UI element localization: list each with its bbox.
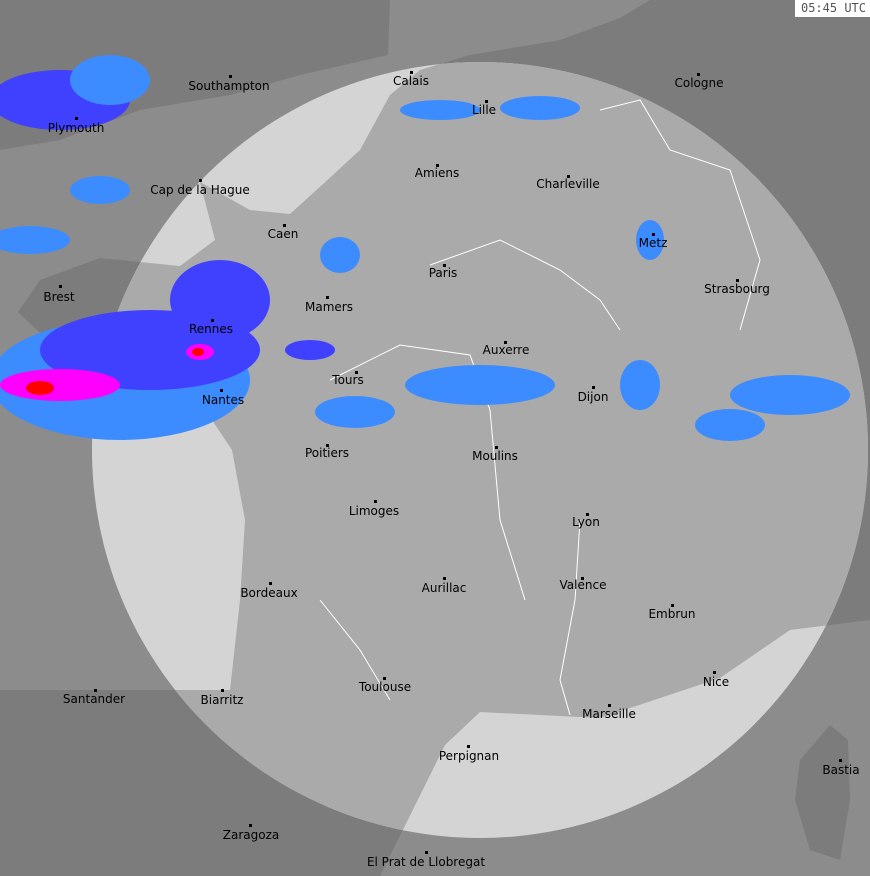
city-label: Lille [471,103,497,117]
city-label: Nantes [201,393,245,407]
city-dot [283,224,286,227]
city-dot [199,179,202,182]
city-dot [94,689,97,692]
city-dot [592,386,595,389]
city-dot [495,446,498,449]
city-label: El Prat de Llobregat [366,855,486,869]
city-label: Aurillac [421,581,467,595]
city-dot [374,500,377,503]
city-label: Dijon [577,390,609,404]
city-label: Santander [62,692,126,706]
city-dot [652,233,655,236]
city-dot [504,341,507,344]
city-label: Amiens [414,166,460,180]
city-dot [249,824,252,827]
city-dot [436,164,439,167]
city-dot [383,677,386,680]
city-dot [220,389,223,392]
city-dot [443,577,446,580]
city-dot [229,75,232,78]
city-label: Zaragoza [222,828,280,842]
city-label: Auxerre [482,343,530,357]
city-dot [697,73,700,76]
city-label: Bordeaux [240,586,298,600]
city-label: Toulouse [358,680,412,694]
city-label: Paris [428,266,458,280]
city-label: Cap de la Hague [150,183,250,197]
timestamp: 05:45 UTC [794,0,870,17]
city-dot [567,175,570,178]
city-dot [713,671,716,674]
city-label: Bastia [822,763,860,777]
city-dot [671,604,674,607]
city-dot [485,100,488,103]
city-dot [443,264,446,267]
city-dot [608,704,611,707]
city-label: Plymouth [47,121,105,135]
city-label: Strasbourg [704,282,770,296]
city-label: Marseille [582,707,636,721]
city-label: Nice [702,675,730,689]
city-label: Metz [638,236,668,250]
city-label: Mamers [305,300,353,314]
precipitation [0,55,850,441]
city-dot [736,279,739,282]
city-label: Perpignan [438,749,500,763]
city-dot [581,577,584,580]
city-label: Caen [267,227,299,241]
city-label: Rennes [188,322,234,336]
city-dot [211,319,214,322]
city-dot [221,689,224,692]
city-dot [326,296,329,299]
city-label: Lyon [572,515,600,529]
city-dot [586,513,589,516]
city-label: Limoges [348,504,400,518]
city-dot [467,745,470,748]
city-label: Southampton [188,79,270,93]
city-dot [75,117,78,120]
city-label: Cologne [674,76,724,90]
city-label: Poitiers [304,446,350,460]
city-label: Calais [392,74,430,88]
city-dot [839,759,842,762]
city-dot [410,71,413,74]
city-label: Moulins [472,449,518,463]
city-label: Brest [43,290,75,304]
city-label: Embrun [648,607,696,621]
city-dot [326,444,329,447]
city-dot [59,285,62,288]
city-label: Biarritz [200,693,244,707]
city-dot [355,371,358,374]
city-label: Tours [332,373,364,387]
city-dot [269,582,272,585]
city-label: Valence [559,578,607,592]
city-label: Charleville [536,177,600,191]
city-dot [425,851,428,854]
